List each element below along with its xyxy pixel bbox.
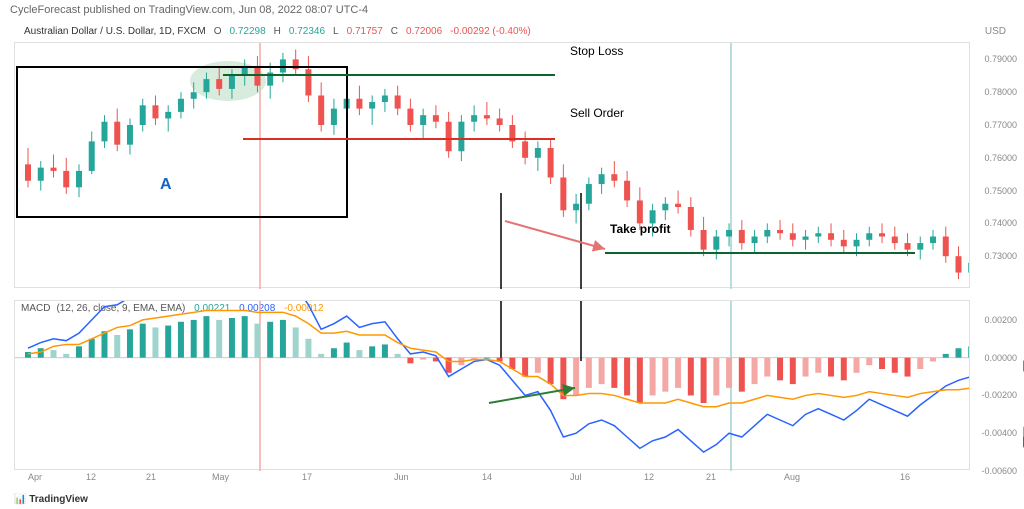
sell-order-label: Sell Order <box>570 106 624 120</box>
price-panel[interactable]: 0.790000.780000.770000.760000.750000.740… <box>14 42 970 288</box>
macd-panel[interactable]: MACD (12, 26, close, 9, EMA, EMA) 0.00221… <box>14 300 970 470</box>
macd-name: MACD <box>21 303 50 314</box>
macd-v1: 0.00221 <box>194 303 230 314</box>
macd-v2: 0.00208 <box>239 303 275 314</box>
take-profit-label: Take profit <box>610 222 670 236</box>
macd-params: (12, 26, close, 9, EMA, EMA) <box>56 303 185 314</box>
macd-overlay <box>15 301 969 471</box>
a-label: A <box>160 176 172 194</box>
chart-area[interactable]: 0.790000.780000.770000.760000.750000.740… <box>14 20 970 493</box>
currency-label: USD <box>985 26 1006 37</box>
publisher-header: CycleForecast published on TradingView.c… <box>10 4 368 16</box>
macd-title: MACD (12, 26, close, 9, EMA, EMA) 0.00221… <box>21 303 330 314</box>
price-overlay <box>15 43 969 289</box>
macd-v3: -0.00012 <box>284 303 323 314</box>
stop-loss-label: Stop Loss <box>570 44 623 58</box>
tradingview-logo: 📊 TradingView <box>14 494 88 505</box>
x-axis: Apr1221May17Jun14Jul1221Aug16 <box>14 472 970 486</box>
